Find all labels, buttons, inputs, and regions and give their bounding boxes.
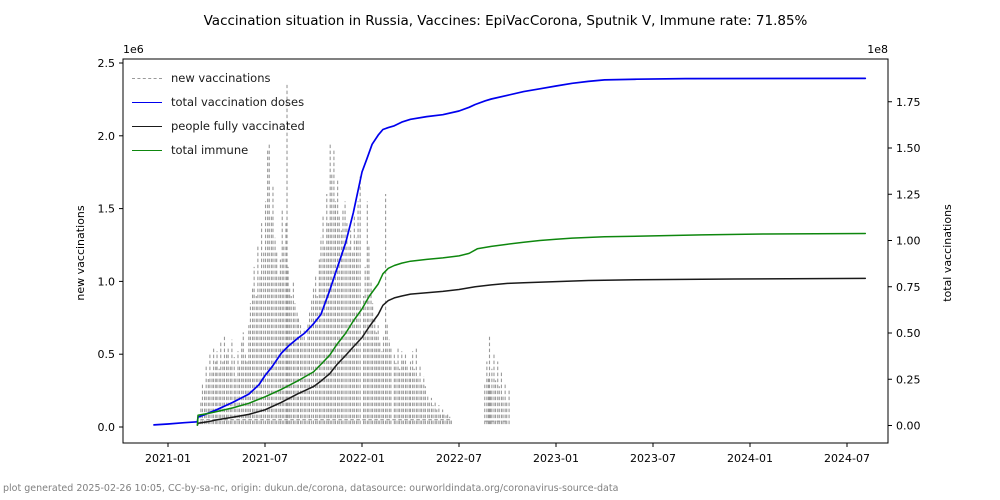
svg-text:0.75: 0.75 — [896, 281, 921, 294]
legend-solid-line-sample — [132, 149, 162, 151]
svg-text:2024-07: 2024-07 — [824, 452, 870, 465]
right-axis-title: total vaccinations — [941, 204, 954, 302]
svg-text:0.25: 0.25 — [896, 373, 921, 386]
legend-label: total vaccination doses — [171, 95, 305, 109]
left-axis-offset-label: 1e6 — [123, 43, 144, 56]
legend-solid-line-sample — [132, 125, 162, 127]
legend-label: new vaccinations — [171, 71, 271, 85]
svg-text:1.25: 1.25 — [896, 188, 921, 201]
svg-text:2022-07: 2022-07 — [436, 452, 482, 465]
svg-text:2021-01: 2021-01 — [145, 452, 191, 465]
svg-text:0.00: 0.00 — [896, 420, 921, 433]
svg-text:2022-01: 2022-01 — [339, 452, 385, 465]
svg-text:1.00: 1.00 — [896, 235, 921, 248]
legend-dashed-line-sample — [132, 77, 162, 79]
legend-item-total-immune: total immune — [132, 138, 305, 162]
svg-text:2023-01: 2023-01 — [533, 452, 579, 465]
svg-text:0.50: 0.50 — [896, 327, 921, 340]
axes-spines — [122, 58, 889, 444]
svg-text:1.50: 1.50 — [896, 142, 921, 155]
svg-text:2024-01: 2024-01 — [727, 452, 773, 465]
axis-ticks-layer: 0.0 0.5 1.0 1.5 2.0 2.5 0.00 0.25 0.50 0.75 1.00 1.… — [98, 57, 921, 465]
legend-item-total-vaccination-doses: total vaccination doses — [132, 90, 305, 114]
svg-text:0.0: 0.0 — [98, 421, 116, 434]
svg-text:1.0: 1.0 — [98, 275, 116, 288]
plot-attribution-footer: plot generated 2025-02-26 10:05, CC-by-s… — [3, 483, 619, 494]
legend-item-people-fully-vaccinated: people fully vaccinated — [132, 114, 305, 138]
legend-label: people fully vaccinated — [171, 119, 305, 133]
svg-text:2.0: 2.0 — [98, 130, 116, 143]
svg-text:1.5: 1.5 — [98, 203, 116, 216]
svg-text:2023-07: 2023-07 — [630, 452, 676, 465]
legend-label: total immune — [171, 143, 249, 157]
cumulative-lines-layer — [153, 77, 867, 426]
legend-solid-line-sample — [132, 101, 162, 103]
svg-text:1.75: 1.75 — [896, 96, 921, 109]
left-axis-title: new vaccinations — [74, 205, 87, 300]
legend-item-new-vaccinations: new vaccinations — [132, 66, 305, 90]
svg-text:2021-07: 2021-07 — [242, 452, 288, 465]
right-axis-offset-label: 1e8 — [867, 43, 888, 56]
svg-text:0.5: 0.5 — [98, 348, 116, 361]
svg-text:2.5: 2.5 — [98, 57, 116, 70]
chart-title: Vaccination situation in Russia, Vaccine… — [203, 13, 808, 29]
chart-legend: new vaccinations total vaccination doses… — [132, 66, 305, 162]
